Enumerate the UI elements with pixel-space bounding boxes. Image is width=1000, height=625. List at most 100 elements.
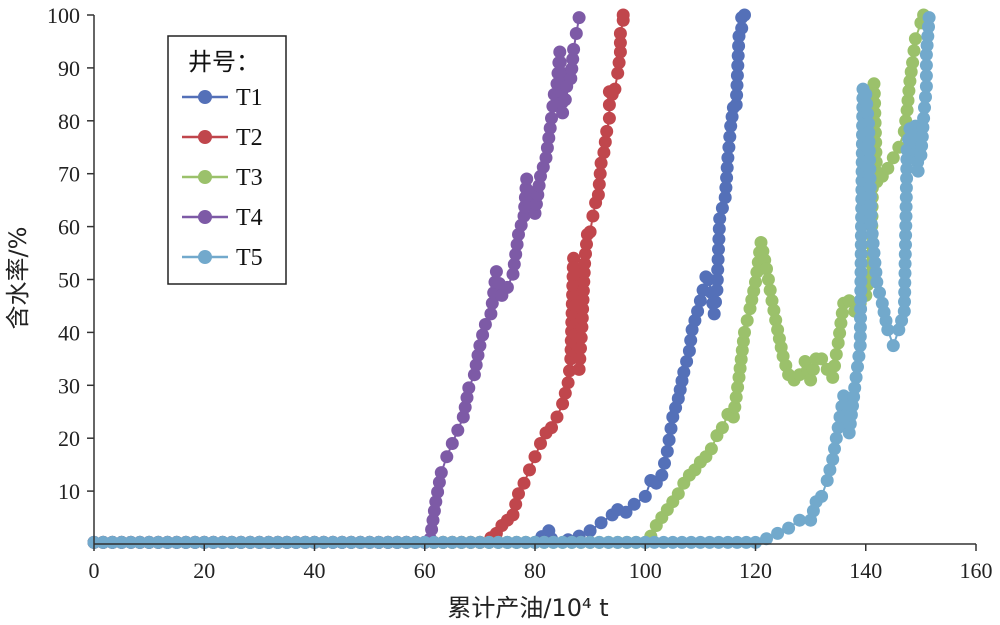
data-point <box>429 495 443 509</box>
data-point <box>718 191 732 204</box>
data-point <box>711 253 725 266</box>
data-point <box>473 339 487 353</box>
data-point <box>823 463 837 477</box>
data-point <box>556 535 570 549</box>
data-point <box>372 535 386 549</box>
data-point <box>638 535 652 549</box>
data-point <box>760 262 773 276</box>
data-point <box>216 535 230 549</box>
data-point <box>519 535 533 549</box>
data-point <box>574 341 587 355</box>
data-point <box>151 535 165 549</box>
y-tick-label: 70 <box>58 162 80 187</box>
x-axis-title: 累计产油/10⁴ t <box>447 594 608 622</box>
data-point <box>565 62 579 76</box>
data-point <box>828 359 841 373</box>
data-point <box>572 362 586 376</box>
data-point <box>409 535 423 549</box>
data-point <box>898 247 912 261</box>
data-point <box>662 433 676 447</box>
data-point <box>542 131 556 145</box>
x-tick-label: 20 <box>193 558 215 583</box>
data-point <box>881 161 895 175</box>
data-point <box>485 296 499 310</box>
data-point <box>460 391 474 405</box>
data-point <box>507 257 521 271</box>
data-point <box>738 8 751 22</box>
x-tick-label: 0 <box>89 558 100 583</box>
data-point <box>901 94 915 107</box>
data-point <box>740 314 754 327</box>
data-point <box>899 200 913 214</box>
data-point <box>760 532 773 546</box>
data-point <box>728 400 742 414</box>
data-point <box>710 283 724 297</box>
data-point <box>458 400 472 414</box>
data-point <box>545 421 558 435</box>
data-point <box>863 180 877 194</box>
data-point <box>489 265 503 279</box>
data-point <box>567 251 581 265</box>
data-point <box>693 535 707 549</box>
data-point <box>627 497 641 511</box>
data-point <box>900 103 914 117</box>
data-point <box>600 124 614 138</box>
data-point <box>427 535 441 549</box>
data-point <box>739 535 753 549</box>
data-point <box>864 208 878 222</box>
data-point <box>566 52 580 66</box>
data-point <box>715 421 729 435</box>
data-point <box>115 535 129 549</box>
data-point <box>726 410 740 424</box>
data-point <box>677 365 691 379</box>
legend-label: T1 <box>236 85 263 111</box>
data-point <box>170 535 184 549</box>
legend-item-T2: T2 <box>182 125 263 151</box>
data-point <box>197 535 211 549</box>
data-point <box>720 171 734 185</box>
data-point <box>707 307 721 321</box>
data-point <box>691 304 705 318</box>
y-tick-label: 80 <box>58 109 80 134</box>
data-point <box>854 311 867 325</box>
data-point <box>539 151 553 165</box>
data-point <box>583 524 597 538</box>
data-point <box>564 72 578 85</box>
data-point <box>730 88 744 102</box>
data-point <box>598 135 612 149</box>
y-tick-label: 10 <box>58 479 80 504</box>
data-point <box>863 171 877 185</box>
data-point <box>335 535 349 549</box>
data-point <box>602 98 616 112</box>
data-point <box>898 266 912 280</box>
data-point <box>576 293 590 307</box>
data-point <box>918 101 931 115</box>
x-tick-label: 80 <box>524 558 546 583</box>
data-point <box>512 487 525 501</box>
data-point <box>864 199 878 213</box>
data-point <box>886 151 900 165</box>
data-point <box>848 381 862 395</box>
data-point <box>594 156 608 170</box>
data-point <box>732 39 746 53</box>
data-point <box>908 32 922 46</box>
data-point <box>252 535 266 549</box>
data-point <box>179 535 193 549</box>
x-tick-label: 140 <box>849 558 882 583</box>
data-point <box>105 535 119 549</box>
data-point <box>482 535 496 549</box>
data-point <box>899 238 912 252</box>
data-point <box>684 535 698 549</box>
data-point <box>271 535 285 549</box>
series-T5 <box>87 11 936 549</box>
data-point <box>576 302 590 316</box>
data-point <box>684 333 698 347</box>
data-point <box>613 45 627 59</box>
data-point <box>835 306 849 320</box>
x-tick-label: 60 <box>414 558 436 583</box>
data-point <box>719 181 733 195</box>
data-point <box>713 212 727 226</box>
data-point <box>898 295 911 309</box>
data-point <box>506 508 520 522</box>
